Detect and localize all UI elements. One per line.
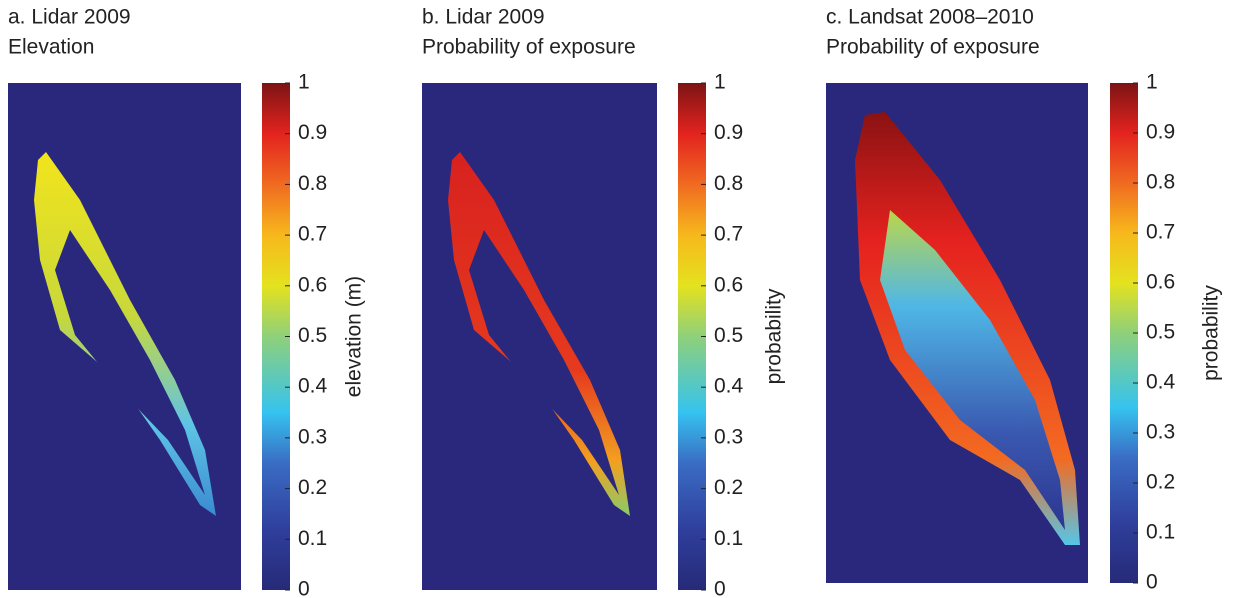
colorbar-tick-label: 0.2 (1146, 471, 1175, 494)
colorbar-tick-label: 0.1 (714, 527, 743, 550)
colorbar-tick-label: 0.3 (1146, 421, 1175, 444)
colorbar-tick-label: 0 (714, 578, 726, 598)
colorbar-tick-label: 0.5 (1146, 321, 1175, 344)
colorbar-tick-label: 0.4 (298, 375, 328, 398)
panel: c. Landsat 2008–2010 Probability of expos… (826, 6, 1223, 594)
colorbar-tick-label: 0.2 (714, 476, 743, 499)
panel: a. Lidar 2009 Elevation 0 0.1 0.2 0.3 0.4 0.5 0.… (8, 6, 366, 598)
panel: b. Lidar 2009 Probability of exposure 0 0.1… (422, 6, 786, 598)
colorbar-tick-label: 0.4 (1146, 371, 1176, 394)
colorbar-tick-label: 0.2 (298, 476, 327, 499)
colorbar-label: elevation (m) (343, 276, 366, 397)
panel-subtitle: Elevation (8, 36, 94, 59)
colorbar-tick-label: 0.8 (714, 172, 743, 195)
colorbar-tick-label: 0.9 (1146, 121, 1175, 144)
colorbar-tick-label: 0.3 (714, 425, 743, 448)
colorbar-tick-label: 1 (298, 71, 310, 94)
colorbar-tick-label: 0.8 (298, 172, 327, 195)
map-region-inner (469, 230, 619, 495)
map-region-inner (55, 230, 205, 495)
colorbar-tick-label: 1 (1146, 71, 1158, 94)
colorbar-tick-label: 0 (1146, 571, 1158, 594)
panel-subtitle: Probability of exposure (422, 36, 636, 59)
map-region-inner (880, 210, 1065, 530)
panel-subtitle: Probability of exposure (826, 36, 1040, 59)
colorbar-tick-label: 0.6 (1146, 271, 1175, 294)
colorbar-tick-label: 0.9 (714, 121, 743, 144)
colorbar-tick-label: 0.4 (714, 375, 744, 398)
colorbar-tick-label: 0.6 (714, 273, 743, 296)
colorbar-label: probability (1200, 285, 1223, 381)
colorbar-tick-label: 0.1 (298, 527, 327, 550)
colorbar-tick-label: 0 (298, 578, 310, 598)
panel-title: b. Lidar 2009 (422, 6, 545, 29)
colorbar-tick-label: 0.7 (1146, 221, 1175, 244)
colorbar-tick-label: 1 (714, 71, 726, 94)
colorbar-tick-label: 0.7 (298, 223, 327, 246)
panel-title: c. Landsat 2008–2010 (826, 6, 1034, 29)
panel-title: a. Lidar 2009 (8, 6, 131, 29)
colorbar-label: probability (763, 288, 786, 384)
colorbar-tick-label: 0.3 (298, 425, 327, 448)
colorbar-tick-label: 0.5 (298, 324, 327, 347)
colorbar-tick-label: 0.1 (1146, 521, 1175, 544)
colorbar-tick-label: 0.8 (1146, 171, 1175, 194)
colorbar-tick-label: 0.5 (714, 324, 743, 347)
colorbar-tick-label: 0.7 (714, 223, 743, 246)
colorbar-tick-label: 0.9 (298, 121, 327, 144)
colorbar-tick-label: 0.6 (298, 273, 327, 296)
